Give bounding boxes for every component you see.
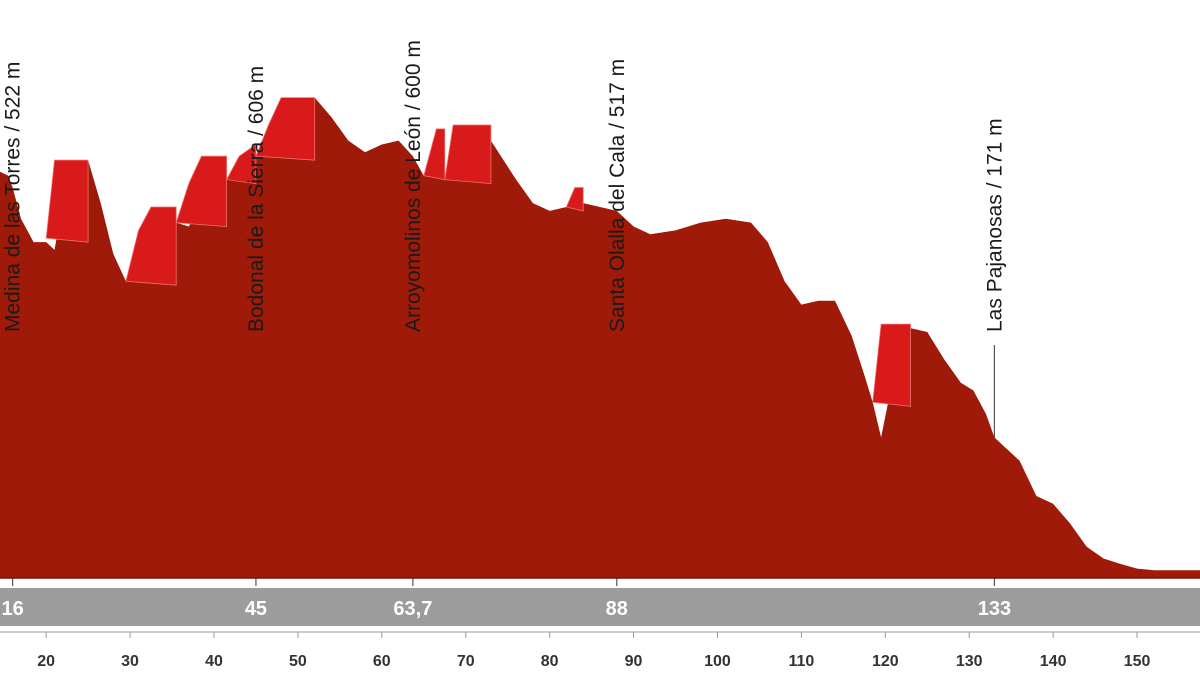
x-tick-label-90: 90 xyxy=(625,653,643,670)
x-tick-label-20: 20 xyxy=(37,653,55,670)
climb-section-9 xyxy=(872,323,911,407)
elevation-profile xyxy=(0,97,1200,579)
x-tick-label-110: 110 xyxy=(788,653,814,670)
waypoint-label-1: Medina de las Torres / 522 m xyxy=(2,62,25,332)
waypoint-label-4: Santa Olalla del Cala / 517 m xyxy=(606,59,629,332)
x-tick-label-50: 50 xyxy=(289,653,307,670)
x-tick-label-120: 120 xyxy=(872,653,899,670)
x-tick-label-60: 60 xyxy=(373,653,391,670)
x-tick-label-140: 140 xyxy=(1040,653,1067,670)
km-markers: 16 45 63,7 88 133 xyxy=(1,598,1011,620)
x-tick-label-40: 40 xyxy=(205,653,223,670)
climb-section-4 xyxy=(225,143,257,185)
climb-section-6 xyxy=(423,128,446,181)
km-marker-1: 16 xyxy=(1,598,23,620)
climb-sections xyxy=(45,97,911,407)
x-tick-label-100: 100 xyxy=(704,653,731,670)
x-tick-label-70: 70 xyxy=(457,653,475,670)
x-axis: 20 30 40 50 60 70 80 90 100 110 120 130 140 150 xyxy=(0,631,1200,670)
x-tick-label-30: 30 xyxy=(121,653,139,670)
waypoint-label-3: Arroyomolinos de León / 600 m xyxy=(402,40,425,332)
distance-band xyxy=(0,588,1200,626)
waypoint-labels: Medina de las Torres / 522 m Bodonal de l… xyxy=(2,40,1007,332)
km-marker-4: 88 xyxy=(606,598,628,620)
climb-section-7 xyxy=(444,124,492,185)
km-marker-5: 133 xyxy=(978,598,1011,620)
climb-section-8 xyxy=(565,187,584,212)
x-tick-label-150: 150 xyxy=(1124,653,1151,670)
climb-section-5 xyxy=(255,97,316,161)
climb-section-3 xyxy=(175,155,227,228)
x-tick-label-130: 130 xyxy=(956,653,983,670)
climb-section-1 xyxy=(45,159,89,243)
waypoint-label-2: Bodonal de la Sierra / 606 m xyxy=(245,66,268,332)
km-marker-3: 63,7 xyxy=(393,598,432,620)
climb-section-2 xyxy=(125,206,177,286)
waypoint-label-5: Las Pajanosas / 171 m xyxy=(983,118,1006,332)
km-marker-2: 45 xyxy=(245,598,267,620)
elevation-area xyxy=(0,97,1200,578)
x-tick-label-80: 80 xyxy=(541,653,559,670)
